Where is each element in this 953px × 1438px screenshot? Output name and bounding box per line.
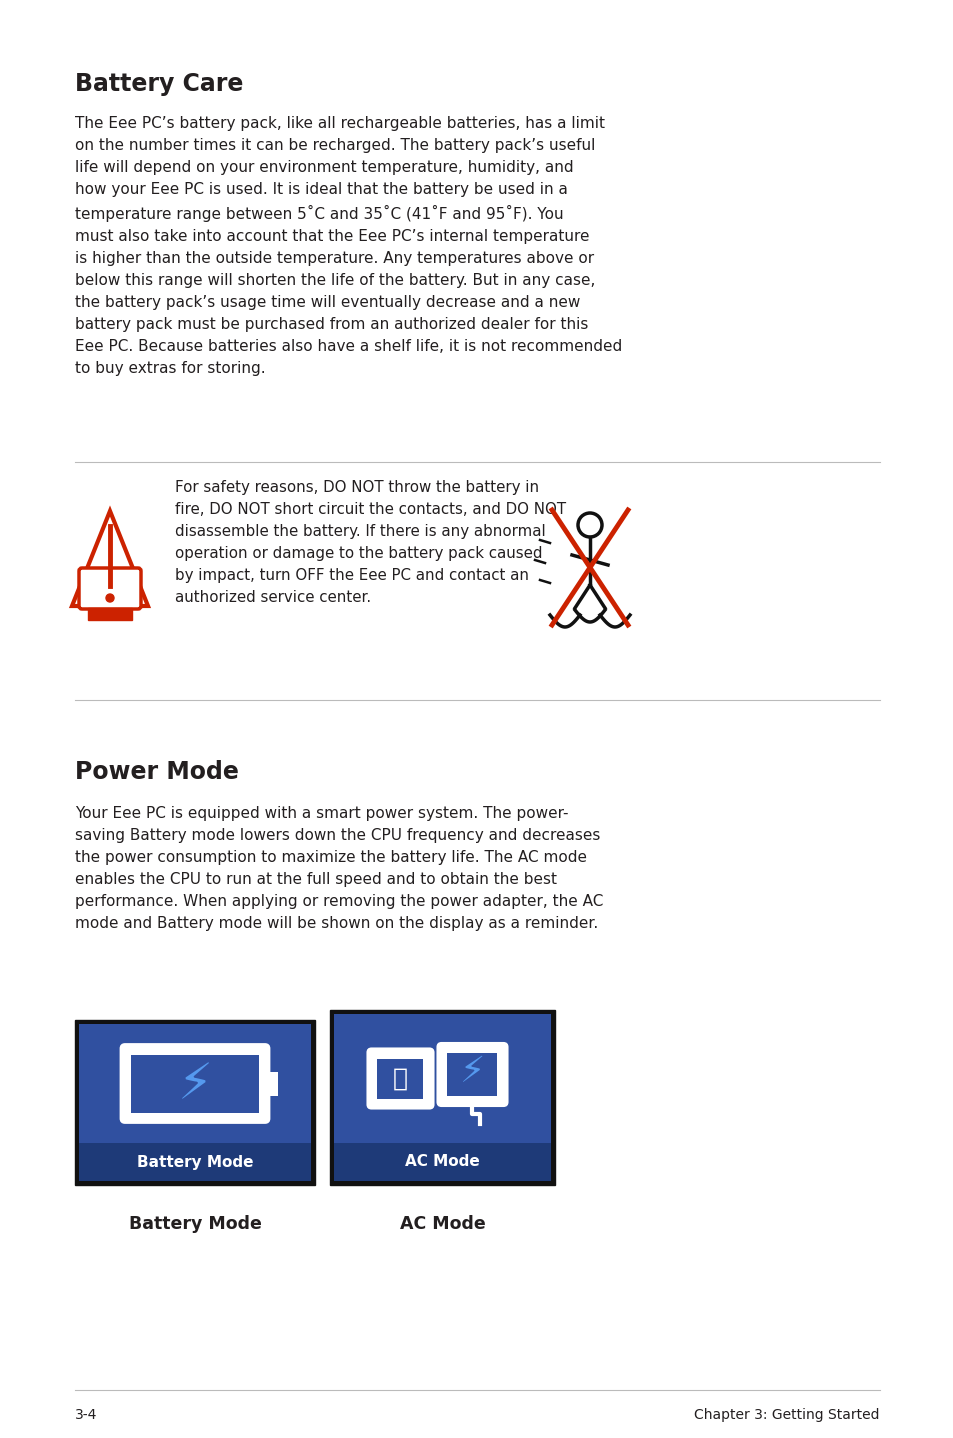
Bar	[266, 1071, 277, 1096]
FancyBboxPatch shape	[437, 1043, 507, 1106]
Text: 3-4: 3-4	[75, 1408, 97, 1422]
Text: Battery Mode: Battery Mode	[136, 1155, 253, 1169]
Text: AC Mode: AC Mode	[405, 1155, 479, 1169]
Bar	[330, 1009, 555, 1185]
Text: Power Mode: Power Mode	[75, 761, 238, 784]
Text: The Eee PC’s battery pack, like all rechargeable batteries, has a limit
on the n: The Eee PC’s battery pack, like all rech…	[75, 116, 621, 375]
FancyBboxPatch shape	[88, 608, 132, 620]
Bar	[334, 1143, 551, 1181]
FancyBboxPatch shape	[79, 568, 141, 610]
Text: For safety reasons, DO NOT throw the battery in
fire, DO NOT short circuit the c: For safety reasons, DO NOT throw the bat…	[174, 480, 565, 605]
Text: ⏸: ⏸	[393, 1067, 408, 1090]
Bar	[377, 1058, 423, 1099]
FancyBboxPatch shape	[121, 1044, 269, 1123]
Bar	[447, 1053, 497, 1096]
Bar	[334, 1014, 551, 1143]
Text: Chapter 3: Getting Started: Chapter 3: Getting Started	[694, 1408, 879, 1422]
Text: Your Eee PC is equipped with a smart power system. The power-
saving Battery mod: Your Eee PC is equipped with a smart pow…	[75, 807, 602, 930]
Text: ⚡: ⚡	[459, 1055, 485, 1090]
Text: ⚡: ⚡	[177, 1061, 213, 1110]
Bar	[131, 1054, 258, 1113]
Circle shape	[106, 594, 113, 603]
Bar	[79, 1024, 311, 1143]
Bar	[75, 1020, 314, 1185]
Text: AC Mode: AC Mode	[399, 1215, 485, 1232]
Bar	[79, 1143, 311, 1181]
Text: Battery Mode: Battery Mode	[129, 1215, 261, 1232]
Text: Battery Care: Battery Care	[75, 72, 243, 96]
FancyBboxPatch shape	[367, 1048, 433, 1109]
